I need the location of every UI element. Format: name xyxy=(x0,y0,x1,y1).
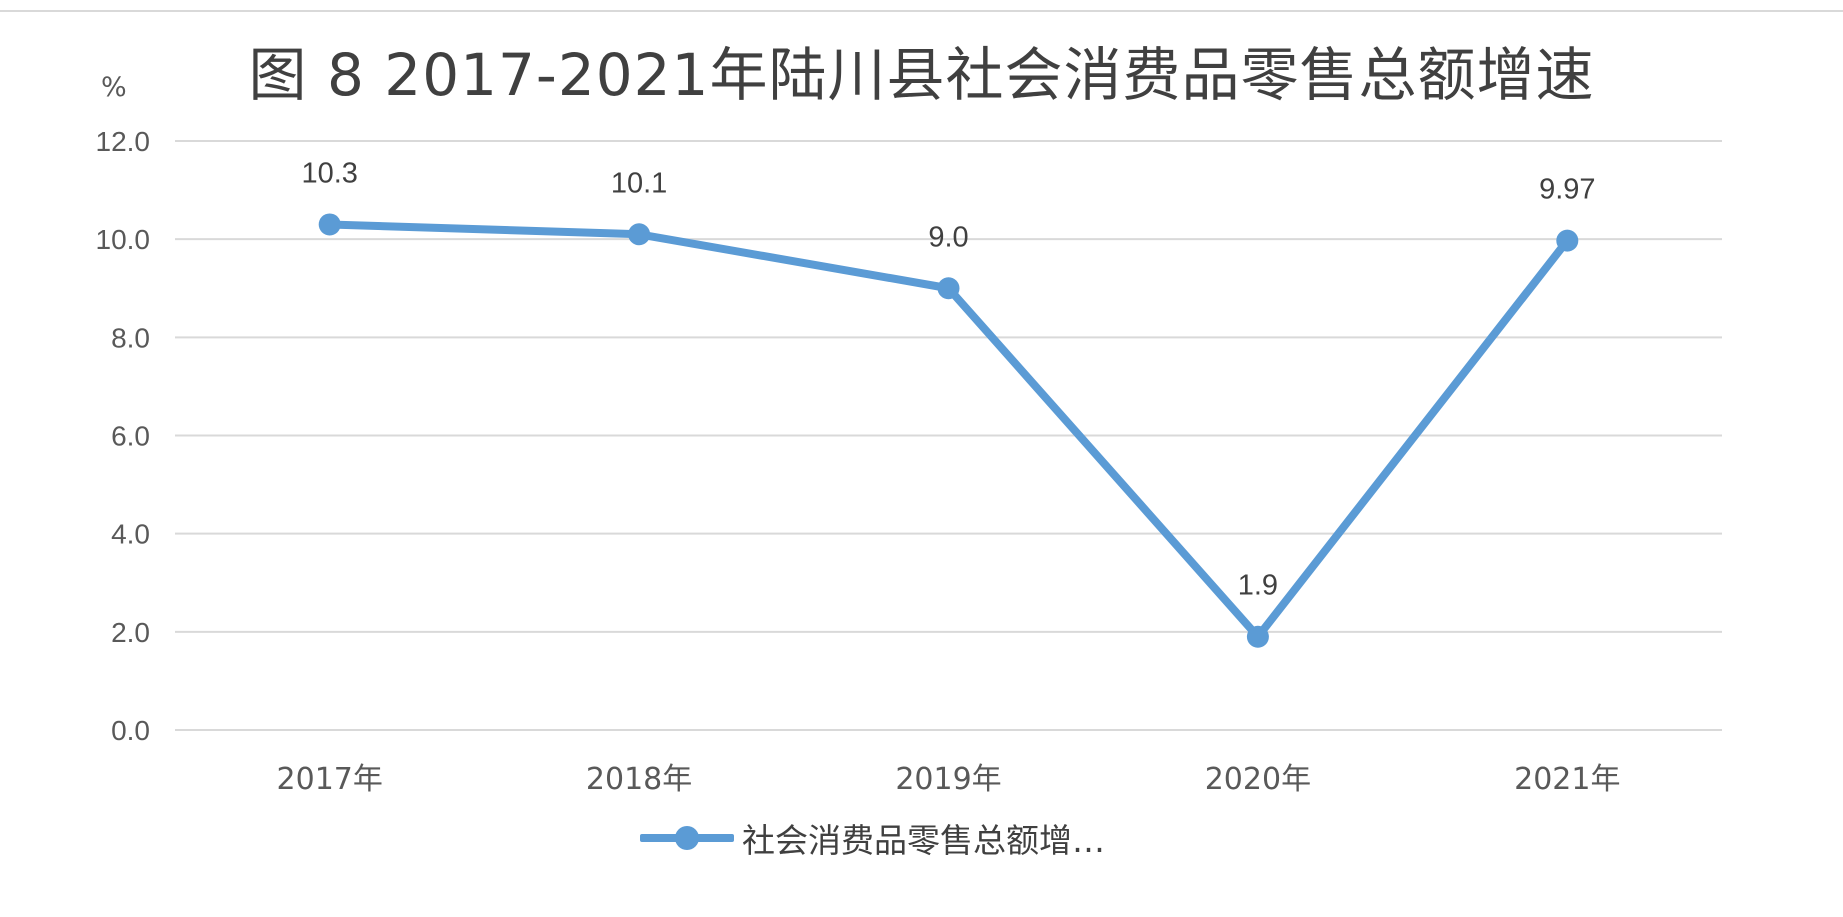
grid-lines xyxy=(175,140,1722,731)
data-label: 9.97 xyxy=(1539,174,1595,206)
x-tick-label: 2021年 xyxy=(1514,762,1620,797)
y-axis-tick-labels: 0.0 2.0 4.0 6.0 8.0 10.0 12.0 xyxy=(96,126,151,746)
data-labels: 10.3 10.1 9.0 1.9 9.97 xyxy=(301,157,1595,601)
y-tick-label: 2.0 xyxy=(111,617,150,648)
data-point xyxy=(1246,625,1269,648)
x-tick-label: 2020年 xyxy=(1205,762,1311,797)
y-axis-unit-label: % xyxy=(101,72,127,103)
top-divider xyxy=(0,10,1843,12)
x-tick-label: 2017年 xyxy=(277,762,383,797)
y-tick-label: 6.0 xyxy=(111,421,150,452)
y-tick-label: 4.0 xyxy=(111,519,150,550)
data-label: 1.9 xyxy=(1238,570,1278,602)
data-point xyxy=(937,277,960,300)
chart-title: 图 8 2017-2021年陆川县社会消费品零售总额增速 xyxy=(248,41,1595,109)
y-tick-label: 12.0 xyxy=(96,126,151,157)
x-axis-tick-labels: 2017年 2018年 2019年 2020年 2021年 xyxy=(277,762,1621,797)
y-tick-label: 8.0 xyxy=(111,322,150,353)
x-tick-label: 2019年 xyxy=(895,762,1001,797)
legend-marker-icon xyxy=(640,818,734,858)
data-point xyxy=(1556,229,1579,252)
data-point xyxy=(628,223,651,246)
legend-label: 社会消费品零售总额增… xyxy=(742,821,1105,860)
y-tick-label: 0.0 xyxy=(111,715,150,746)
x-tick-label: 2018年 xyxy=(586,762,692,797)
data-label: 10.1 xyxy=(611,167,667,199)
series-layer xyxy=(318,213,1579,648)
data-label: 9.0 xyxy=(928,221,968,253)
data-label: 10.3 xyxy=(301,157,357,189)
legend: 社会消费品零售总额增… xyxy=(640,816,1105,860)
y-tick-label: 10.0 xyxy=(96,224,151,255)
data-point xyxy=(318,213,341,236)
